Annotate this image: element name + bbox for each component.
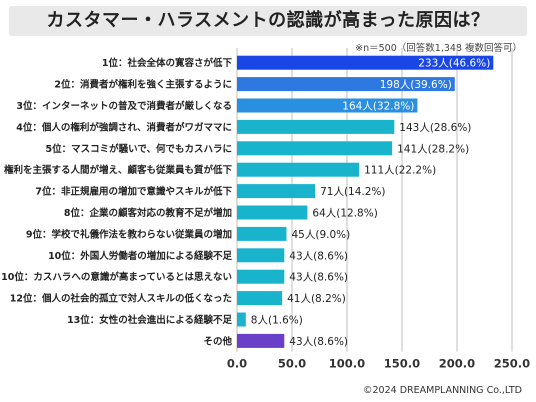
value-label: 43人(8.6%) [289, 336, 348, 348]
category-label: 7位：非正規雇用の増加で意識やスキルが低下 [35, 186, 232, 198]
value-label: 64人(12.8%) [312, 208, 377, 220]
bar [237, 226, 287, 241]
x-tick-label: 200.0 [439, 357, 475, 371]
bar [237, 269, 285, 284]
bar [237, 119, 395, 134]
title-band [9, 6, 527, 36]
category-label: 1位：社会全体の寛容さが低下 [102, 57, 233, 69]
bar [237, 312, 246, 327]
value-label: 233人(46.6%) [418, 58, 490, 70]
category-label: その他 [203, 335, 232, 347]
bar [237, 98, 418, 113]
x-tick-label: 0.0 [227, 357, 247, 371]
value-label: 43人(8.6%) [289, 250, 348, 262]
bar [237, 141, 393, 156]
value-label: 164人(32.8%) [342, 101, 414, 113]
value-label: 41人(8.2%) [287, 293, 346, 305]
category-label: 8位：企業の顧客対応の教育不足が増加 [64, 207, 232, 219]
bar [237, 55, 494, 70]
category-label: 6位：権利を主張する人間が増え、顧客も従業員も質が低下 [0, 164, 232, 176]
copyright: ©2024 DREAMPLANNING Co.,LTD [363, 385, 522, 396]
category-label: 12位：個人の社会的孤立で対人スキルの低くなった [10, 293, 232, 305]
x-tick-label: 150.0 [384, 357, 420, 371]
category-label: 5位：マスコミが騒いで、何でもカスハラに [46, 143, 232, 155]
bar [237, 162, 360, 177]
bar [237, 248, 285, 263]
bar [237, 77, 455, 92]
value-label: 8人(1.6%) [251, 315, 303, 327]
value-label: 71人(14.2%) [320, 186, 385, 198]
bar [237, 184, 316, 199]
value-label: 198人(39.6%) [380, 79, 452, 91]
category-label: 2位：消費者が権利を強く主張するように [54, 79, 232, 91]
bar [237, 291, 283, 306]
value-label: 143人(28.6%) [399, 122, 471, 134]
category-label: 13位：女性の社会進出による経験不足 [67, 314, 232, 326]
category-label: 10位：カスハラへの意識が高まっているとは思えない [1, 271, 232, 283]
category-label: 9位：学校で礼儀作法を教わらない従業員の増加 [26, 228, 232, 240]
chart-title: カスタマー・ハラスメントの認識が高まった原因は？ [46, 10, 490, 31]
value-label: 43人(8.6%) [289, 272, 348, 284]
x-tick-label: 50.0 [278, 357, 306, 371]
value-label: 141人(28.2%) [397, 143, 469, 155]
value-label: 111人(22.2%) [364, 165, 436, 177]
category-label: 10位：外国人労働者の増加による経験不足 [48, 250, 232, 262]
bar [237, 205, 308, 220]
sample-note: ※n＝500（回答数1,348 複数回答可） [355, 43, 522, 54]
x-tick-label: 250.0 [494, 357, 530, 371]
bar [237, 333, 285, 348]
category-label: 3位：インターネットの普及で消費者が厳しくなる [16, 100, 232, 112]
x-tick-label: 100.0 [329, 357, 365, 371]
category-label: 4位：個人の権利が強調され、消費者がワガママに [16, 121, 232, 133]
value-label: 45人(9.0%) [292, 229, 351, 241]
